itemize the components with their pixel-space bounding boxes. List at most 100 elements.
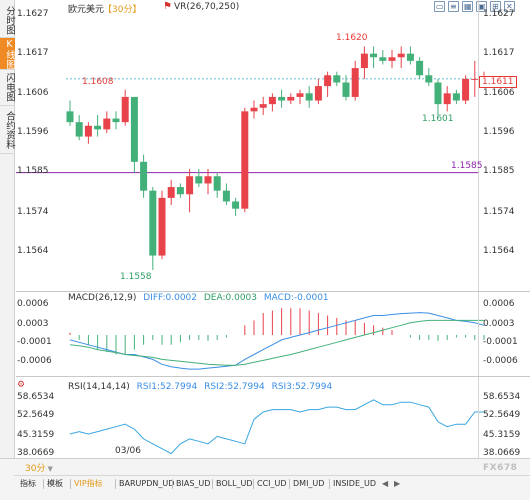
candle-body	[241, 111, 249, 209]
tab-tick[interactable]: 闪电图	[0, 70, 15, 106]
candle-body	[158, 197, 166, 256]
chevron-down-icon: ▼	[47, 465, 53, 473]
macd-axis-label: 0.0006	[483, 299, 515, 309]
tab-divider	[253, 479, 254, 489]
tab-cci[interactable]: CCI_UD	[257, 479, 287, 488]
price-axis-label-left: 1.1606	[17, 88, 49, 98]
candle-body	[397, 53, 405, 58]
window-restore-icon[interactable]: ▭	[434, 1, 445, 12]
price-axis-line	[478, 0, 479, 458]
candle-body	[103, 118, 111, 130]
rsi1-value: RSI1:52.7994	[136, 382, 198, 392]
period-select[interactable]: 30分 ▼	[25, 461, 53, 474]
rsi-axis-label-left: 58.6534	[17, 392, 55, 402]
view-sidebar: 分时图 K线图 闪电图 合约资料	[0, 0, 15, 458]
macd-axis-label-left: -0.0006	[17, 356, 52, 366]
candle-body	[250, 107, 258, 112]
macd-axis-label: -0.0006	[483, 356, 518, 366]
candle-body	[360, 53, 368, 69]
tab-inside[interactable]: INSIDE_UD	[333, 479, 377, 488]
local-high-annotation: 1.1608	[82, 77, 114, 87]
rsi-title: RSI(14,14,14)	[68, 382, 130, 392]
window-grid-icon[interactable]: ▦	[462, 1, 473, 12]
candle-body	[94, 125, 102, 130]
candle-body	[213, 176, 221, 191]
chart-canvas	[16, 46, 488, 455]
price-axis-label: 1.1617	[483, 48, 515, 58]
candle-body	[351, 68, 359, 97]
low-annotation: 1.1558	[120, 272, 152, 282]
macd-axis-label-left: -0.0001	[17, 337, 52, 347]
tab-kline[interactable]: K线图	[0, 38, 15, 70]
tab-divider	[289, 479, 290, 489]
x-axis-date-label: 03/06	[115, 446, 141, 456]
candle-body	[434, 82, 442, 105]
candle-body	[314, 86, 322, 101]
tab-templates[interactable]: 模板	[47, 479, 63, 488]
tab-divider	[70, 479, 71, 489]
candle-body	[75, 122, 83, 137]
candle-body	[186, 176, 194, 195]
candle-body	[425, 75, 433, 83]
price-axis-label-left: 1.1585	[17, 166, 49, 176]
price-axis-label: 1.1585	[483, 166, 515, 176]
price-axis-label-left: 1.1574	[17, 207, 49, 217]
tab-intraday[interactable]: 分时图	[0, 4, 15, 38]
candle-body	[195, 176, 203, 184]
candle-body	[268, 96, 276, 105]
arrow-right-icon[interactable]: ▶	[394, 479, 401, 488]
candle-body	[333, 75, 341, 83]
candle-body	[167, 187, 175, 198]
rsi-axis-label: 38.0669	[483, 448, 521, 458]
tab-vip-indicators[interactable]: VIP指标	[74, 479, 103, 488]
indicator-flag-icon[interactable]: ⚑	[163, 1, 172, 12]
tab-barupdn[interactable]: BARUPDN_UD	[119, 479, 175, 488]
tab-indicators[interactable]: 指标	[20, 479, 36, 488]
candle-body	[84, 125, 92, 137]
tab-dmi[interactable]: DMI_UD	[293, 479, 325, 488]
candle-body	[287, 96, 295, 101]
macd-axis-label-left: 0.0006	[17, 299, 49, 309]
macd-axis-label: 0.0003	[483, 319, 515, 329]
tab-divider	[212, 479, 213, 489]
macd-dea-value: DEA:0.0003	[203, 293, 258, 303]
candle-body	[324, 75, 332, 87]
price-axis-label-left: 1.1617	[17, 48, 49, 58]
tab-boll[interactable]: BOLL_UD	[216, 479, 253, 488]
tab-contract-info[interactable]: 合约资料	[0, 106, 15, 154]
candle-body	[278, 96, 286, 101]
pane-divider[interactable]	[16, 291, 530, 292]
indicator-tabs: 指标 模板 VIP指标 BARUPDN_UD BIAS_UD BOLL_UD C…	[14, 475, 530, 500]
local-low-annotation: 1.1601	[422, 114, 454, 124]
price-axis-label-left: 1.1596	[17, 127, 49, 137]
rsi-axis-label: 52.5649	[483, 410, 521, 420]
window-icons: ▭ ≡ ▦ ▣ ⊞ ✕	[432, 0, 530, 13]
period-label[interactable]: 【30分】	[103, 5, 142, 15]
rsi-header: RSI(14,14,14) RSI1:52.7994 RSI2:52.7994 …	[68, 382, 336, 392]
rsi-axis-label-left: 38.0669	[17, 448, 55, 458]
gear-icon[interactable]: ⚙	[17, 380, 26, 390]
candle-body	[112, 118, 120, 123]
window-list-icon[interactable]: ≡	[448, 1, 459, 12]
candle-body	[416, 60, 424, 76]
tab-divider	[329, 479, 330, 489]
arrow-left-icon[interactable]: ◀	[382, 479, 389, 488]
price-axis-label: 1.1596	[483, 127, 515, 137]
candle-body	[379, 57, 387, 61]
price-axis-label-left: 1.1627	[17, 9, 49, 19]
window-more-icon[interactable]: ⊞	[490, 1, 501, 12]
candle-body	[305, 93, 313, 101]
window-tile-icon[interactable]: ▣	[476, 1, 487, 12]
macd-value: MACD:-0.0001	[263, 293, 329, 303]
macd-dea-line	[69, 319, 484, 366]
window-close-icon[interactable]: ✕	[504, 1, 515, 12]
candle-body	[222, 190, 230, 202]
tab-bias[interactable]: BIAS_UD	[176, 479, 211, 488]
candle-body	[471, 78, 479, 80]
tab-divider	[172, 479, 173, 489]
tab-divider	[43, 479, 44, 489]
pane-divider[interactable]	[16, 376, 530, 377]
current-price-tag: 1.1611	[479, 76, 517, 88]
chart-header: 欧元美元 【30分】 ⚑ VR(26,70,250)	[16, 0, 480, 15]
price-axis-label: 1.1627	[483, 9, 515, 19]
